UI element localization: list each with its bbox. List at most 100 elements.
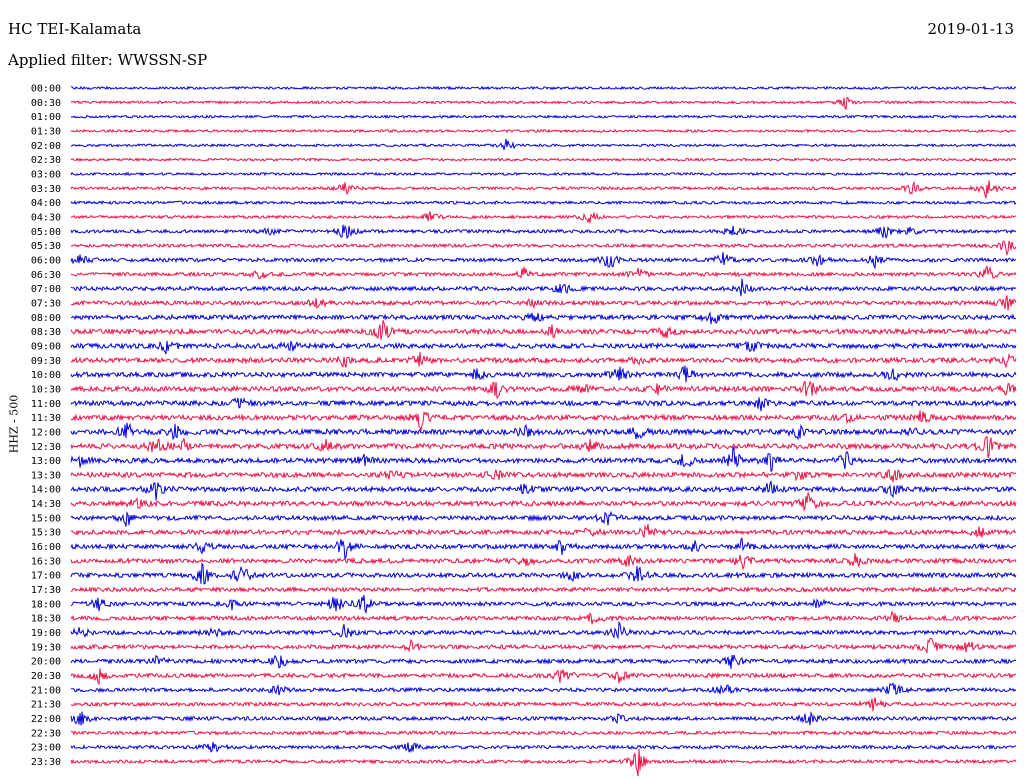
row-time-label: 17:30 xyxy=(31,585,61,596)
row-time-label: 23:30 xyxy=(31,757,61,768)
row-time-label: 15:00 xyxy=(31,513,61,524)
seismic-trace xyxy=(70,469,1017,483)
station-title: HC TEI-Kalamata xyxy=(8,20,142,38)
seismic-trace xyxy=(70,240,1017,257)
row-time-label: 11:00 xyxy=(31,399,61,410)
seismic-trace xyxy=(70,365,1017,383)
row-time-label: 20:30 xyxy=(31,671,61,682)
row-time-label: 13:30 xyxy=(31,470,61,481)
seismic-trace xyxy=(70,553,1017,571)
row-time-label: 02:30 xyxy=(31,155,61,166)
seismic-trace xyxy=(70,537,1017,560)
seismic-trace xyxy=(70,224,1017,240)
row-time-label: 01:30 xyxy=(31,126,61,137)
row-time-label: 14:30 xyxy=(31,499,61,510)
row-time-label: 20:00 xyxy=(31,657,61,668)
row-time-label: 06:30 xyxy=(31,270,61,281)
row-time-label: 09:30 xyxy=(31,356,61,367)
row-time-label: 19:30 xyxy=(31,642,61,653)
row-time-label: 05:30 xyxy=(31,241,61,252)
row-time-label: 23:00 xyxy=(31,743,61,754)
row-time-label: 19:00 xyxy=(31,628,61,639)
row-time-label: 18:30 xyxy=(31,614,61,625)
seismic-trace xyxy=(70,410,1017,432)
row-time-label: 02:00 xyxy=(31,141,61,152)
seismic-trace xyxy=(70,668,1017,686)
seismic-trace xyxy=(70,595,1017,615)
row-time-label: 22:00 xyxy=(31,714,61,725)
row-time-label: 07:30 xyxy=(31,298,61,309)
row-time-label: 14:00 xyxy=(31,485,61,496)
row-time-label: 08:30 xyxy=(31,327,61,338)
seismic-trace xyxy=(70,211,1017,224)
seismic-trace xyxy=(70,510,1017,527)
seismic-trace xyxy=(70,138,1017,151)
seismic-trace xyxy=(70,199,1017,206)
seismic-trace xyxy=(70,265,1017,280)
row-time-label: 06:00 xyxy=(31,255,61,266)
seismic-trace xyxy=(71,85,1017,91)
seismic-trace xyxy=(70,380,1017,400)
time-tick-labels: 00:00 00:30 01:00 01:30 02:00 02:30 03:00 03:30… xyxy=(31,84,61,769)
row-time-label: 17:00 xyxy=(31,571,61,582)
seismic-trace xyxy=(70,180,1017,199)
row-time-label: 10:00 xyxy=(31,370,61,381)
seismic-trace xyxy=(70,278,1017,297)
seismic-trace xyxy=(70,654,1017,670)
seismic-trace xyxy=(70,682,1017,696)
seismic-trace xyxy=(70,637,1017,655)
seismic-trace xyxy=(70,585,1017,594)
row-time-label: 16:30 xyxy=(31,556,61,567)
row-time-label: 18:00 xyxy=(31,599,61,610)
seismic-trace xyxy=(70,320,1017,340)
seismic-trace xyxy=(70,128,1017,134)
seismic-trace xyxy=(70,729,1017,736)
seismic-trace xyxy=(70,340,1017,355)
seismic-trace xyxy=(70,397,1017,412)
seismic-trace xyxy=(70,620,1017,640)
seismic-trace xyxy=(70,311,1017,325)
seismic-trace xyxy=(70,480,1017,501)
row-time-label: 00:30 xyxy=(31,98,61,109)
seismic-trace xyxy=(70,524,1017,538)
filter-label: Applied filter: WWSSN-SP xyxy=(8,51,208,69)
seismic-trace xyxy=(70,610,1017,625)
row-time-label: 16:00 xyxy=(31,542,61,553)
seismic-trace xyxy=(70,114,1017,119)
row-time-label: 04:00 xyxy=(31,198,61,209)
row-time-label: 12:00 xyxy=(31,427,61,438)
seismic-trace xyxy=(70,446,1017,472)
row-time-label: 10:30 xyxy=(31,384,61,395)
seismic-trace xyxy=(70,697,1017,712)
seismic-trace xyxy=(70,710,1017,726)
row-time-label: 04:30 xyxy=(31,212,61,223)
row-time-label: 07:00 xyxy=(31,284,61,295)
row-time-label: 11:30 xyxy=(31,413,61,424)
row-time-label: 15:30 xyxy=(31,528,61,539)
row-time-label: 01:00 xyxy=(31,112,61,123)
seismic-trace xyxy=(70,295,1017,311)
row-time-label: 13:00 xyxy=(31,456,61,467)
seismic-traces xyxy=(70,85,1017,777)
seismic-trace xyxy=(70,157,1017,162)
row-time-label: 03:00 xyxy=(31,169,61,180)
seismic-trace xyxy=(70,562,1017,585)
row-time-label: 22:30 xyxy=(31,728,61,739)
row-time-label: 00:00 xyxy=(31,84,61,95)
seismic-trace xyxy=(70,422,1017,441)
seismic-trace xyxy=(70,435,1017,458)
seismic-trace xyxy=(70,748,1017,777)
row-time-label: 09:00 xyxy=(31,341,61,352)
row-time-label: 03:30 xyxy=(31,184,61,195)
seismic-trace xyxy=(70,97,1017,111)
seismic-trace xyxy=(70,251,1017,270)
seismic-trace xyxy=(70,352,1017,369)
row-time-label: 21:00 xyxy=(31,685,61,696)
seismic-trace xyxy=(70,171,1017,177)
seismic-trace xyxy=(70,492,1017,512)
seismic-trace xyxy=(70,741,1017,754)
row-time-label: 08:00 xyxy=(31,313,61,324)
row-time-label: 05:00 xyxy=(31,227,61,238)
row-time-label: 12:30 xyxy=(31,442,61,453)
